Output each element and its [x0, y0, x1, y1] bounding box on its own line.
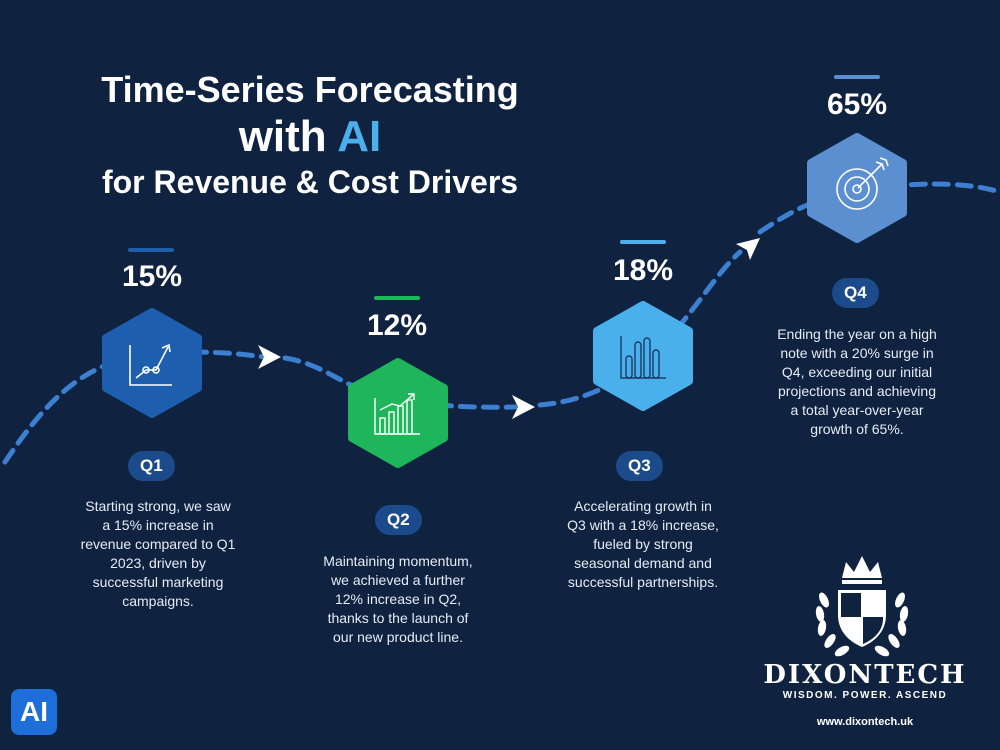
laurel-right-icon — [874, 592, 909, 657]
q4-badge: Q4 — [832, 278, 879, 308]
q1-accent-bar — [128, 248, 174, 252]
q3-description-line: seasonal demand and — [574, 555, 712, 571]
q4-description-line: note with a 20% surge in — [780, 345, 934, 361]
q4-description-line: growth of 65%. — [810, 421, 904, 437]
q4-description: Ending the year on a high note with a 20… — [757, 325, 957, 439]
line-graph-icon — [129, 343, 172, 386]
q1-description-line: Starting strong, we saw — [85, 498, 231, 514]
title-prefix: with — [238, 112, 338, 161]
q2-description-line: thanks to the launch of — [327, 610, 469, 626]
q2-description: Maintaining momentum, we achieved a furt… — [298, 552, 498, 647]
q3-description-line: successful partnerships. — [567, 574, 719, 590]
arrow-right-icon — [512, 395, 535, 419]
q1-description-line: a 15% increase in — [102, 517, 214, 533]
target-icon — [836, 157, 889, 210]
q4-description-line: a total year-over-year — [790, 402, 924, 418]
arrow-up-right-icon — [736, 238, 760, 260]
q2-description-line: we achieved a further — [331, 572, 465, 588]
q2-description-line: our new product line. — [333, 629, 463, 645]
ai-badge: AI — [11, 689, 57, 735]
q4-description-line: projections and achieving — [778, 383, 936, 399]
q2-badge: Q2 — [375, 505, 422, 535]
q4-description-line: Ending the year on a high — [777, 326, 937, 342]
title-accent: AI — [337, 112, 382, 161]
brand-tagline: WISDOM. POWER. ASCEND — [782, 690, 948, 701]
title-line-3: for Revenue & Cost Drivers — [101, 164, 519, 200]
laurel-left-icon — [815, 592, 850, 657]
q4-accent-bar — [834, 75, 880, 79]
q3-percent: 18% — [612, 254, 674, 287]
shield-icon — [838, 590, 886, 647]
q1-description: Starting strong, we saw a 15% increase i… — [58, 497, 258, 611]
brand-name: DIXONTECH — [763, 660, 967, 690]
q1-description-line: successful marketing — [92, 574, 224, 590]
arrow-right-icon — [258, 345, 281, 369]
brand-website: www.dixontech.uk — [816, 716, 914, 728]
bar-chart-icon — [620, 336, 666, 379]
q3-description-line: Accelerating growth in — [574, 498, 712, 514]
q1-badge: Q1 — [128, 451, 175, 481]
q4-description-line: Q4, exceeding our initial — [781, 364, 933, 380]
bar-growth-icon — [374, 393, 420, 435]
q4-percent: 65% — [826, 88, 888, 121]
crown-icon — [842, 556, 882, 584]
q2-percent: 12% — [366, 309, 428, 342]
q3-badge: Q3 — [616, 451, 663, 481]
q1-description-line: campaigns. — [122, 593, 194, 609]
title-line-2: with AI — [70, 112, 550, 162]
q2-description-line: Maintaining momentum, — [323, 553, 473, 569]
title-line-1: Time-Series Forecasting — [101, 69, 519, 110]
q2-accent-bar — [374, 296, 420, 300]
q3-description-line: Q3 with a 18% increase, — [567, 517, 719, 533]
q3-description: Accelerating growth in Q3 with a 18% inc… — [543, 497, 743, 592]
q3-accent-bar — [620, 240, 666, 244]
q3-description-line: fueled by strong — [593, 536, 693, 552]
q1-description-line: 2023, driven by — [110, 555, 206, 571]
q1-description-line: revenue compared to Q1 — [80, 536, 236, 552]
q1-percent: 15% — [121, 260, 183, 293]
q2-description-line: 12% increase in Q2, — [334, 591, 462, 607]
